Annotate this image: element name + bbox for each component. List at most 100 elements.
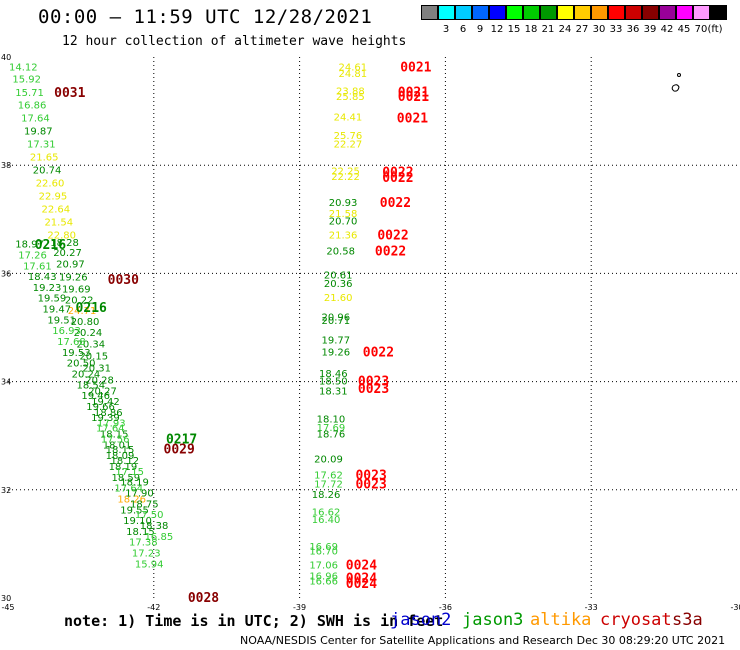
legend-swatch xyxy=(523,5,540,20)
swh-value: 17.23 xyxy=(132,549,161,560)
swh-value: 15.71 xyxy=(15,88,44,99)
x-tick-label: -33 xyxy=(585,603,598,612)
swh-value: 17.15 xyxy=(115,467,144,478)
swh-value: 17.50 xyxy=(135,510,164,521)
legend-swatch xyxy=(557,5,574,20)
swh-value: 20.50 xyxy=(67,359,96,370)
swh-value: 20.27 xyxy=(53,248,82,259)
pass-id-label: 0024 xyxy=(346,558,377,573)
legend-swatch xyxy=(506,5,523,20)
pass-id-label: 0022 xyxy=(375,245,406,260)
swh-value: 18.01 xyxy=(103,440,132,451)
swh-value: 21.36 xyxy=(329,230,358,241)
swh-value: 19.39 xyxy=(91,413,120,424)
y-tick-label: 40 xyxy=(1,53,11,62)
swh-value: 16.66 xyxy=(309,577,338,588)
swh-value: 18.86 xyxy=(94,408,123,419)
swh-value: 18.26 xyxy=(117,494,146,505)
legend-label: 70 xyxy=(694,24,708,35)
swh-value: 17.90 xyxy=(125,489,154,500)
pass-id-label: 0023 xyxy=(355,477,386,492)
swh-value: 18.31 xyxy=(319,386,348,397)
swh-value: 24.81 xyxy=(338,69,367,80)
swh-value: 18.19 xyxy=(120,478,149,489)
credit-line: NOAA/NESDIS Center for Satellite Applica… xyxy=(240,634,726,647)
swh-value: 18.76 xyxy=(317,430,346,441)
pass-id-label: 0023 xyxy=(358,382,389,397)
swh-value: 19.23 xyxy=(33,283,62,294)
swh-value: 20.80 xyxy=(71,317,100,328)
legend-label: 27 xyxy=(575,24,589,35)
y-tick-label: 30 xyxy=(1,594,11,603)
swh-value: 22.27 xyxy=(334,140,363,151)
island-coastline xyxy=(677,73,681,77)
swh-value: 17.31 xyxy=(27,140,56,151)
swh-value: 17.62 xyxy=(314,471,343,482)
swh-value: 18.19 xyxy=(109,462,138,473)
swh-value: 21.58 xyxy=(329,209,358,220)
swh-value: 18.26 xyxy=(312,490,341,501)
legend-swatch xyxy=(693,5,710,20)
swh-value: 19.42 xyxy=(91,397,120,408)
pass-id-label: 0021 xyxy=(398,86,429,101)
legend-swatch xyxy=(676,5,693,20)
mission-cryosat: cryosat xyxy=(600,610,672,630)
legend-label: 6 xyxy=(459,24,467,35)
swh-value: 17.61 xyxy=(23,261,52,272)
swh-value: 20.97 xyxy=(56,260,85,271)
mission-jason3: jason3 xyxy=(462,610,524,630)
legend-swatch xyxy=(710,5,727,20)
swh-value: 25.85 xyxy=(336,92,365,103)
swh-value: 22.80 xyxy=(47,230,76,241)
swh-value: 23.88 xyxy=(336,87,365,98)
swh-value: 18.12 xyxy=(111,456,140,467)
swh-value: 20.74 xyxy=(33,166,62,177)
swh-value: 17.38 xyxy=(129,538,158,549)
swh-value: 19.55 xyxy=(120,505,149,516)
swh-value: 15.92 xyxy=(12,75,41,86)
legend-label: 15 xyxy=(507,24,521,35)
map-title: 00:00 – 11:59 UTC 12/28/2021 xyxy=(38,6,373,28)
legend-swatch xyxy=(591,5,608,20)
legend-swatch xyxy=(540,5,557,20)
swh-value: 18.59 xyxy=(112,473,141,484)
swh-value: 20.28 xyxy=(85,375,114,386)
pass-id-label: 0021 xyxy=(400,61,431,76)
legend-label: 12 xyxy=(490,24,504,35)
swh-value: 19.87 xyxy=(24,127,53,138)
legend-swatch xyxy=(455,5,472,20)
swh-value: 20.22 xyxy=(65,295,94,306)
legend-swatch xyxy=(472,5,489,20)
swh-value: 19.26 xyxy=(321,347,350,358)
swh-value: 17.64 xyxy=(96,424,125,435)
pass-id-label: 0023 xyxy=(358,375,389,390)
legend-swatch xyxy=(625,5,642,20)
swh-value: 17.68 xyxy=(57,337,86,348)
swh-value: 19.47 xyxy=(43,305,72,316)
swh-value: 18.15 xyxy=(100,430,129,441)
legend-label: 30 xyxy=(592,24,606,35)
swh-value: 20.09 xyxy=(314,454,343,465)
pass-id-label: 0023 xyxy=(355,469,386,484)
x-tick-label: -42 xyxy=(147,603,160,612)
legend-label: 18 xyxy=(524,24,538,35)
swh-value: 25.76 xyxy=(334,131,363,142)
swh-value: 19.46 xyxy=(81,391,110,402)
swh-value: 18.15 xyxy=(106,445,135,456)
swh-value: 22.95 xyxy=(39,191,68,202)
legend-label: 9 xyxy=(476,24,484,35)
swh-value: 24.61 xyxy=(338,63,367,74)
pass-id-label: 0216 xyxy=(76,301,107,316)
legend-swatch xyxy=(489,5,506,20)
y-tick-label: 38 xyxy=(1,161,11,170)
legend-label: 24 xyxy=(558,24,572,35)
pass-id-label: 0030 xyxy=(108,273,139,288)
swh-value: 21.60 xyxy=(324,293,353,304)
swh-value: 18.97 xyxy=(15,240,44,251)
legend-label: 21 xyxy=(541,24,555,35)
swh-value: 21.65 xyxy=(30,153,59,164)
pass-id-label: 0021 xyxy=(398,90,429,105)
swh-value: 16.62 xyxy=(312,507,341,518)
x-tick-label: -30 xyxy=(730,603,740,612)
